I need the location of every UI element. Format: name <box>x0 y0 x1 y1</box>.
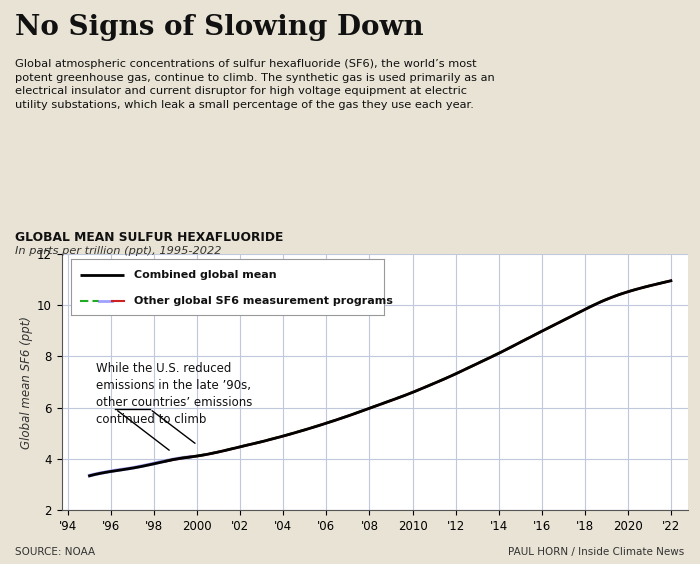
Y-axis label: Global mean SF6 (ppt): Global mean SF6 (ppt) <box>20 316 33 448</box>
Text: No Signs of Slowing Down: No Signs of Slowing Down <box>15 14 424 41</box>
Text: SOURCE: NOAA: SOURCE: NOAA <box>15 547 95 557</box>
Text: PAUL HORN / Inside Climate News: PAUL HORN / Inside Climate News <box>508 547 685 557</box>
Text: While the U.S. reduced
emissions in the late ’90s,
other countries’ emissions
co: While the U.S. reduced emissions in the … <box>96 362 253 426</box>
Text: In parts per trillion (ppt), 1995-2022: In parts per trillion (ppt), 1995-2022 <box>15 246 222 257</box>
Text: GLOBAL MEAN SULFUR HEXAFLUORIDE: GLOBAL MEAN SULFUR HEXAFLUORIDE <box>15 231 284 244</box>
Text: Global atmospheric concentrations of sulfur hexafluoride (SF6), the world’s most: Global atmospheric concentrations of sul… <box>15 59 495 110</box>
